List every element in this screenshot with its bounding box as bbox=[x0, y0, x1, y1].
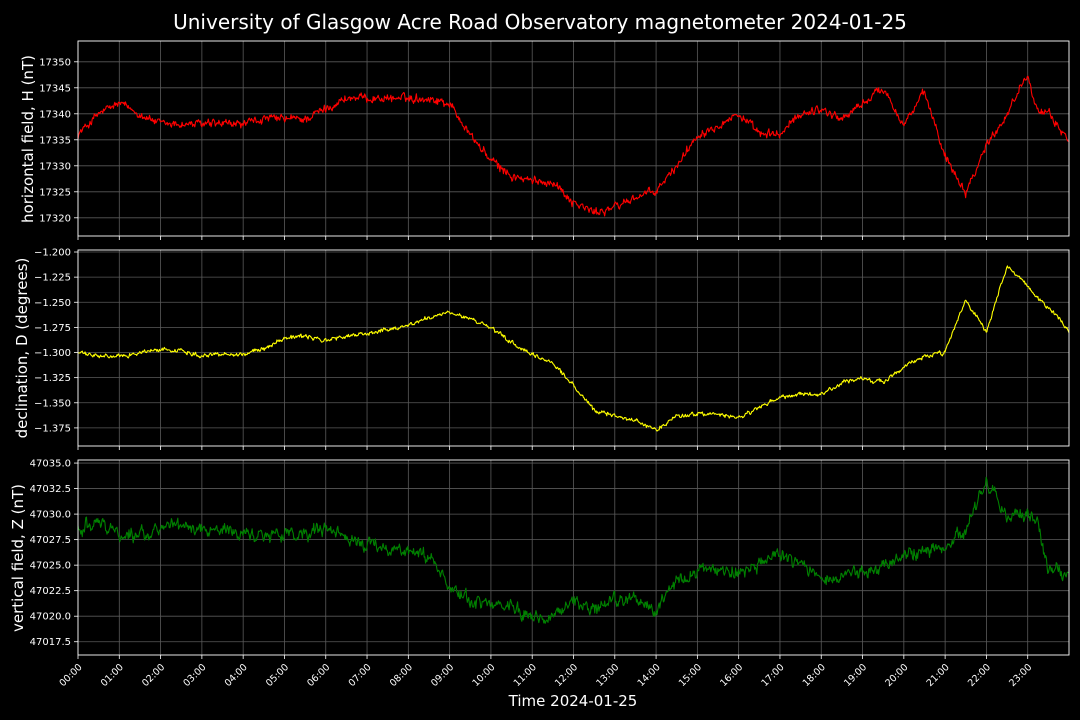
declination-y-tick-label: −1.325 bbox=[34, 373, 71, 384]
x-tick-label: 18:00 bbox=[801, 662, 828, 689]
x-tick-label: 16:00 bbox=[718, 662, 745, 689]
z-field-axes-frame bbox=[77, 459, 1070, 656]
h-field-y-tick-label: 17340 bbox=[39, 109, 71, 120]
z-field-y-tick-label: 47035.0 bbox=[30, 459, 71, 470]
declination-axes-frame bbox=[77, 249, 1070, 447]
declination-y-tick-label: −1.225 bbox=[34, 273, 71, 284]
declination-ylabel: declination, D (degrees) bbox=[13, 258, 31, 439]
z-field-series-line bbox=[77, 476, 1070, 624]
x-tick-label: 12:00 bbox=[553, 662, 580, 689]
x-tick-label: 09:00 bbox=[429, 662, 456, 689]
declination-y-tick-label: −1.275 bbox=[34, 323, 71, 334]
declination-y-tick-label: −1.250 bbox=[34, 298, 71, 309]
h-field-axes-frame bbox=[77, 40, 1070, 237]
x-tick-label: 08:00 bbox=[388, 662, 415, 689]
z-field-y-tick-label: 47017.5 bbox=[30, 637, 71, 648]
h-field-y-tick-label: 17350 bbox=[39, 57, 71, 68]
declination-y-tick-label: −1.375 bbox=[34, 423, 71, 434]
z-field-y-tick-label: 47032.5 bbox=[30, 484, 71, 495]
x-tick-label: 01:00 bbox=[99, 662, 126, 689]
h-field-ylabel: horizontal field, H (nT) bbox=[19, 55, 37, 223]
h-field-y-tick-label: 17345 bbox=[39, 83, 71, 94]
declination-panel: −1.375 −1.350 −1.325 −1.300 −1.275 −1.250 −1.2… bbox=[34, 248, 1070, 450]
z-field-y-tick-label: 47020.0 bbox=[30, 612, 71, 623]
z-field-y-tick-label: 47030.0 bbox=[30, 510, 71, 521]
x-tick-label: 21:00 bbox=[925, 662, 952, 689]
x-tick-label: 07:00 bbox=[347, 662, 374, 689]
declination-y-tick-label: −1.350 bbox=[34, 398, 71, 409]
x-tick-label: 19:00 bbox=[842, 662, 869, 689]
x-axis-label: Time 2024-01-25 bbox=[508, 692, 638, 710]
x-tick-label: 17:00 bbox=[759, 662, 786, 689]
z-field-panel: 00:00 01:00 02:00 03:00 04:00 05:00 06:00 07:00… bbox=[30, 459, 1070, 689]
h-field-series-line bbox=[77, 75, 1070, 217]
declination-series-line bbox=[77, 265, 1070, 432]
x-tick-label: 04:00 bbox=[223, 662, 250, 689]
x-tick-label: 15:00 bbox=[677, 662, 704, 689]
figure-title: University of Glasgow Acre Road Observat… bbox=[173, 10, 907, 34]
x-tick-label: 00:00 bbox=[58, 662, 85, 689]
x-tick-label: 13:00 bbox=[594, 662, 621, 689]
x-tick-label: 03:00 bbox=[181, 662, 208, 689]
h-field-y-tick-label: 17330 bbox=[39, 161, 71, 172]
h-field-panel: 17320 17325 17330 17335 17340 17345 17350 bbox=[39, 40, 1070, 240]
x-tick-label: 11:00 bbox=[512, 662, 539, 689]
x-tick-label: 22:00 bbox=[966, 662, 993, 689]
x-tick-label: 10:00 bbox=[470, 662, 497, 689]
z-field-y-tick-label: 47027.5 bbox=[30, 535, 71, 546]
x-tick-label: 20:00 bbox=[883, 662, 910, 689]
x-tick-label: 02:00 bbox=[140, 662, 167, 689]
z-field-y-tick-label: 47022.5 bbox=[30, 586, 71, 597]
z-field-y-tick-label: 47025.0 bbox=[30, 561, 71, 572]
x-tick-label: 23:00 bbox=[1007, 662, 1034, 689]
x-tick-label: 06:00 bbox=[305, 662, 332, 689]
h-field-y-tick-label: 17320 bbox=[39, 213, 71, 224]
x-tick-label: 14:00 bbox=[636, 662, 663, 689]
declination-y-tick-label: −1.300 bbox=[34, 348, 71, 359]
h-field-y-tick-label: 17325 bbox=[39, 187, 71, 198]
x-tick-label: 05:00 bbox=[264, 662, 291, 689]
z-field-ylabel: vertical field, Z (nT) bbox=[9, 484, 27, 632]
h-field-y-tick-label: 17335 bbox=[39, 135, 71, 146]
declination-y-tick-label: −1.200 bbox=[34, 248, 71, 259]
